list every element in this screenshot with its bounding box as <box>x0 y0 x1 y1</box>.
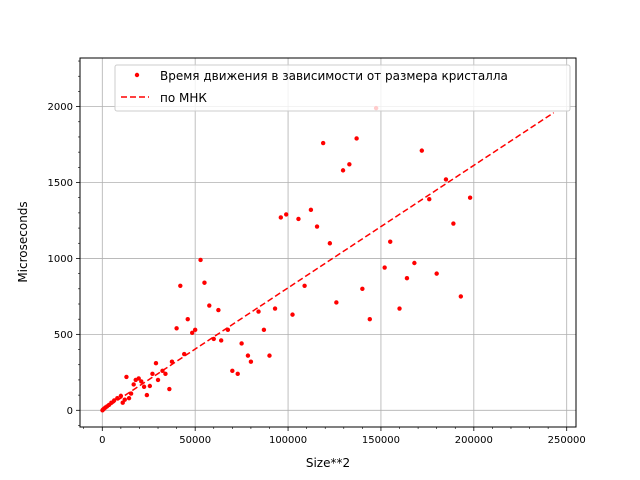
scatter-point <box>382 265 387 270</box>
scatter-point <box>202 280 207 285</box>
x-tick-label: 100000 <box>269 435 307 446</box>
scatter-point <box>192 327 198 333</box>
scatter-point <box>284 212 289 217</box>
scatter-point <box>248 359 254 364</box>
scatter-point <box>153 361 159 366</box>
scatter-point <box>150 371 155 377</box>
legend-label-scatter: Время движения в зависимости от размера … <box>160 69 508 83</box>
scatter-point <box>278 215 284 220</box>
scatter-point <box>267 353 272 358</box>
scatter-point <box>261 327 267 333</box>
scatter-point <box>126 395 132 401</box>
scatter-point <box>458 294 464 299</box>
scatter-point <box>178 283 183 288</box>
scatter-point <box>404 275 410 281</box>
scatter-point <box>443 177 449 182</box>
scatter-point <box>235 371 240 377</box>
scatter-point <box>320 140 326 146</box>
scatter-point <box>216 307 221 313</box>
scatter-point <box>360 286 365 292</box>
scatter-point <box>256 309 261 314</box>
scatter-point <box>302 283 307 288</box>
scatter-point <box>451 221 456 226</box>
scatter-point <box>155 377 161 383</box>
scatter-point <box>314 224 320 229</box>
scatter-point <box>340 168 346 173</box>
scatter-point <box>124 374 129 380</box>
scatter-point <box>296 216 301 222</box>
y-tick-label: 1000 <box>48 254 73 265</box>
scatter-point <box>434 271 439 276</box>
legend-box <box>114 64 571 112</box>
scatter-point <box>136 376 141 381</box>
scatter-point <box>272 306 278 311</box>
y-tick-label: 2000 <box>48 102 73 113</box>
scatter-point <box>144 392 150 398</box>
scatter-point <box>427 197 432 202</box>
x-tick-label: 0 <box>99 435 105 446</box>
scatter-point <box>334 300 339 305</box>
x-tick-label: 50000 <box>179 435 211 446</box>
y-axis: 0 500 1000 1500 2000 <box>48 60 80 426</box>
y-tick-label: 0 <box>67 406 73 417</box>
scatter-point <box>388 239 393 244</box>
scatter-point <box>111 398 117 403</box>
scatter-point <box>419 148 425 153</box>
plot-frame <box>79 57 577 428</box>
x-axis-label: Size**2 <box>306 456 350 470</box>
regression-line <box>101 112 555 411</box>
scatter-point <box>190 330 195 336</box>
scatter-point <box>308 207 314 213</box>
scatter-point <box>290 312 295 317</box>
scatter-point <box>198 257 203 263</box>
legend: Время движения в зависимости от размера … <box>114 64 571 112</box>
scatter-point <box>131 382 136 387</box>
scatter-point <box>185 316 190 322</box>
scatter-point <box>397 306 402 311</box>
x-axis: 0 50000 100000 150000 200000 250000 <box>83 427 586 446</box>
scatter-point <box>163 371 168 377</box>
scatter-point <box>141 384 147 389</box>
scatter-point <box>347 162 352 167</box>
x-tick-label: 200000 <box>455 435 493 446</box>
scatter-point <box>218 338 224 343</box>
x-tick-label: 250000 <box>548 435 586 446</box>
scatter-point <box>367 316 372 322</box>
scatter-point <box>122 397 127 402</box>
scatter-point <box>167 386 172 392</box>
scatter-point <box>174 326 179 331</box>
scatter-point <box>245 353 251 358</box>
scatter-point <box>467 195 473 200</box>
legend-label-line: по МНК <box>160 91 207 105</box>
scatter-point <box>327 241 333 246</box>
y-axis-label: Microseconds <box>16 201 30 282</box>
x-tick-label: 150000 <box>362 435 400 446</box>
scatter-point <box>211 336 216 342</box>
scatter-point <box>412 260 417 266</box>
scatter-point <box>207 303 212 308</box>
scatter-point <box>354 136 359 141</box>
scatter-point <box>239 341 244 346</box>
y-tick-label: 1500 <box>48 178 73 189</box>
y-tick-label: 500 <box>54 330 73 341</box>
scatter-point <box>147 383 153 389</box>
scatter-point <box>230 368 235 374</box>
legend-marker-scatter <box>134 72 140 78</box>
scatter-point <box>139 379 144 384</box>
